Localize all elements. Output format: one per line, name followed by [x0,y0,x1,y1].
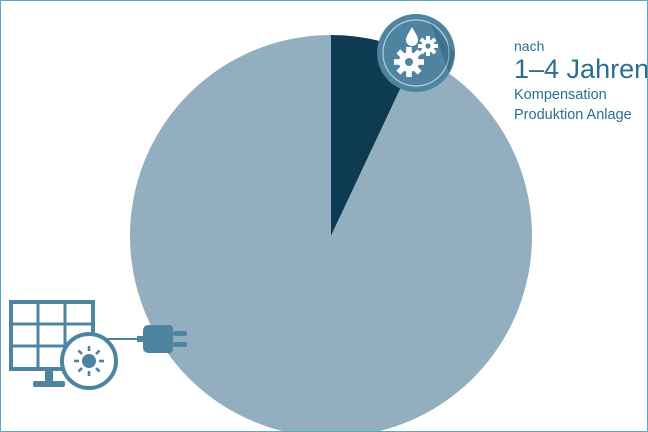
annotation-line-produktion: Produktion Anlage [514,107,632,123]
gears-and-drop-icon [377,14,455,92]
power-plug-icon [137,325,187,353]
pie-slices [130,35,532,431]
pie-slice-2 [130,35,532,431]
annotation-line-kompensation: Kompensation [514,87,607,103]
annotation-line-nach: nach [514,38,545,54]
annotation-line-years: 1–4 Jahren [514,54,648,84]
payback-annotation: nach 1–4 Jahren Kompensation Produktion … [514,37,648,125]
solar-panel-with-sun-icon [9,300,118,390]
